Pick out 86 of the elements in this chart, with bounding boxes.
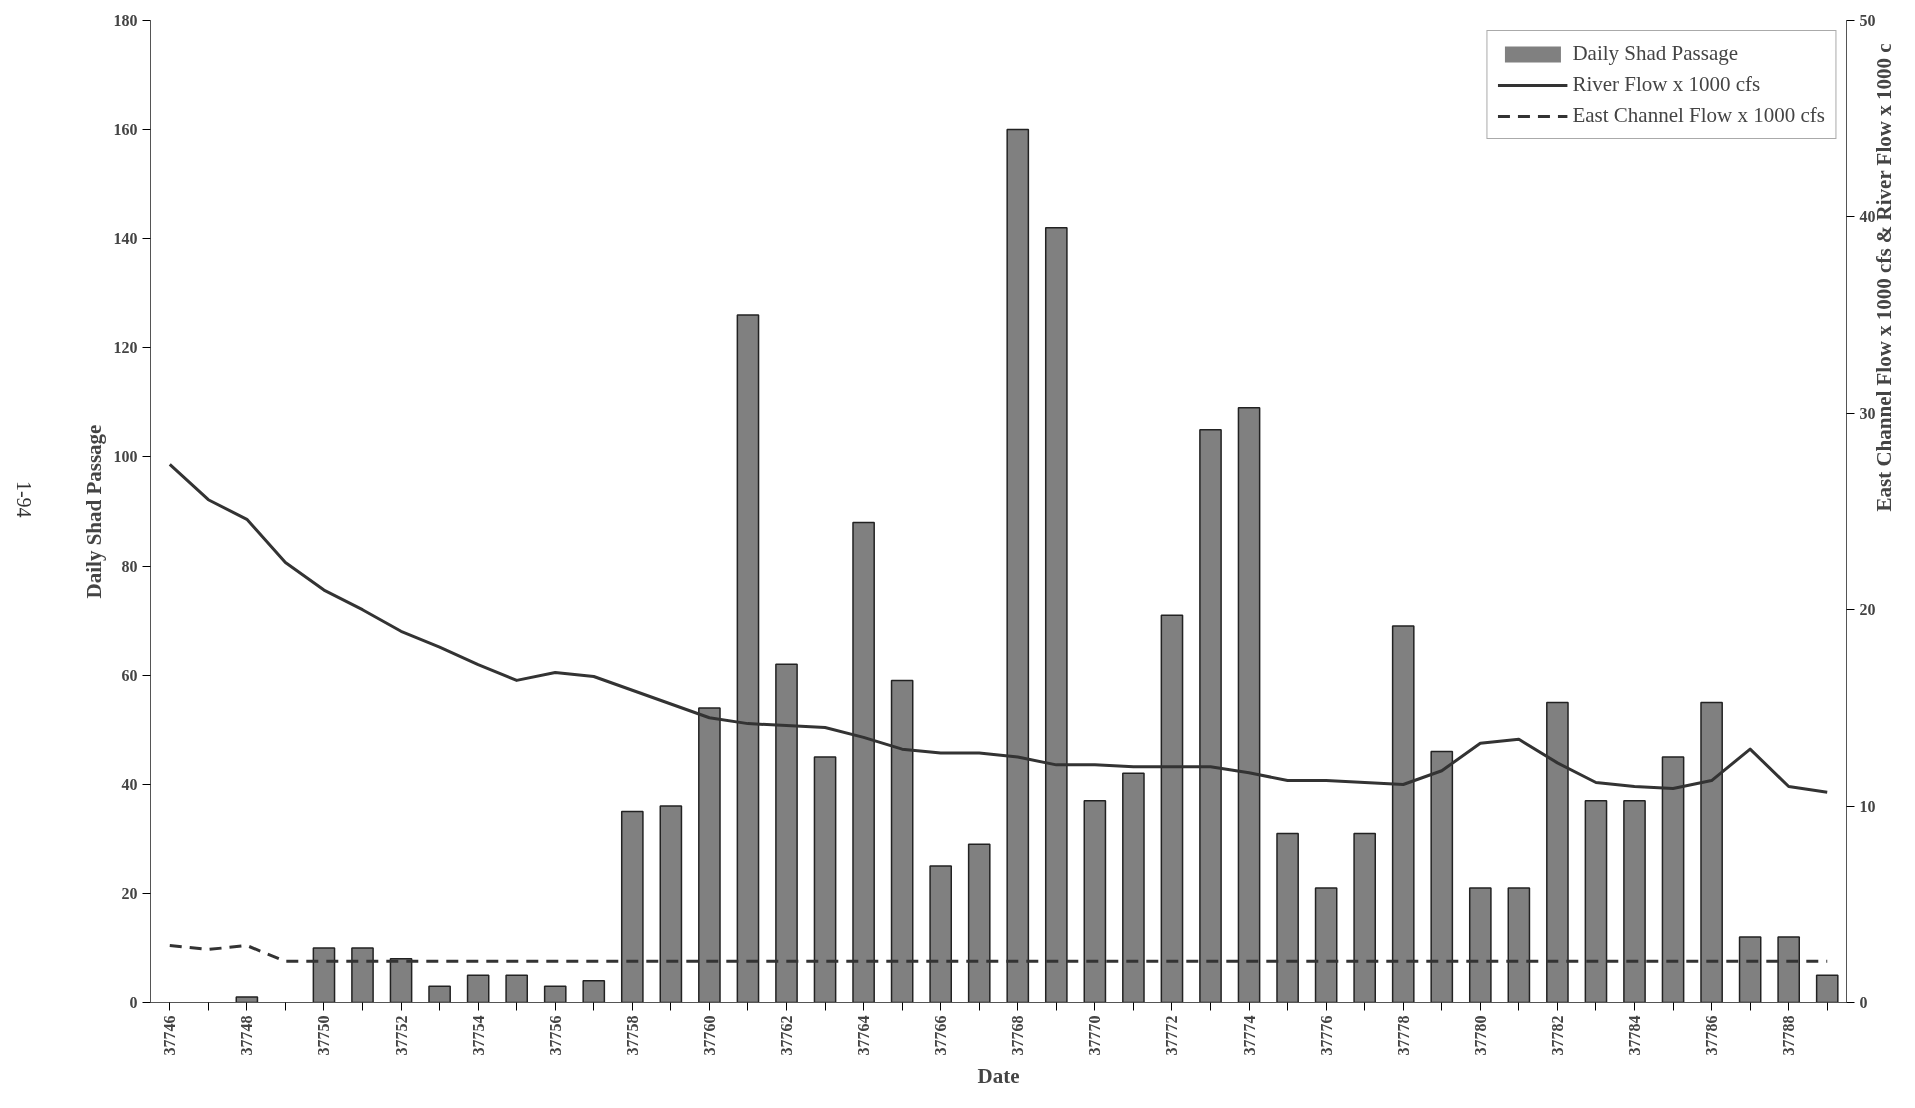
- bar: [1083, 799, 1107, 1003]
- bar: [736, 314, 760, 1003]
- y2-tick-label: 50: [1859, 12, 1876, 29]
- y-tick-label: 160: [113, 121, 138, 139]
- x-tick-label: 37770: [1086, 1015, 1104, 1056]
- bar: [1507, 887, 1531, 1003]
- bar: [1391, 625, 1415, 1003]
- bar: [852, 521, 875, 1003]
- bar: [1353, 832, 1377, 1003]
- legend-label: East Channel Flow x 1000 cfs: [1572, 103, 1825, 128]
- y2-tick-label: 20: [1859, 601, 1876, 619]
- legend-label: Daily Shad Passage: [1572, 41, 1739, 66]
- y-tick-label: 100: [113, 448, 138, 466]
- bar: [351, 947, 374, 1003]
- bar: [466, 974, 490, 1003]
- bar: [1546, 701, 1569, 1003]
- bar: [1199, 428, 1222, 1003]
- x-tick-label: 37756: [546, 1015, 564, 1056]
- bar: [582, 979, 606, 1003]
- y2-tick-label: 40: [1859, 208, 1876, 226]
- bar: [1815, 974, 1839, 1003]
- bar: [1661, 756, 1685, 1003]
- x-tick-label: 37750: [315, 1015, 333, 1056]
- bar: [1276, 832, 1299, 1003]
- x-tick-label: 37748: [238, 1015, 256, 1056]
- bar: [813, 756, 837, 1003]
- x-tick-label: 37776: [1317, 1015, 1335, 1056]
- x-tick-label: 37764: [855, 1015, 873, 1056]
- y2-tick-label: 10: [1859, 797, 1876, 815]
- bar: [505, 974, 529, 1003]
- x-tick-label: 37782: [1548, 1015, 1566, 1056]
- y-axis-title: Daily Shad Passage: [81, 424, 106, 599]
- x-axis-title: Date: [977, 1063, 1020, 1088]
- bar: [1623, 799, 1646, 1003]
- y-tick-label: 180: [113, 12, 138, 29]
- x-tick-label: 37778: [1394, 1015, 1412, 1056]
- x-tick-label: 37754: [469, 1015, 487, 1056]
- bar: [1237, 407, 1261, 1003]
- bar: [1314, 887, 1338, 1003]
- y-tick-label: 40: [121, 775, 138, 793]
- x-tick-label: 37752: [392, 1015, 410, 1056]
- legend-label: River Flow x 1000 cfs: [1572, 72, 1761, 97]
- bar: [235, 996, 259, 1003]
- bar: [312, 947, 336, 1003]
- line-series: [168, 462, 1829, 794]
- y-tick-label: 140: [113, 230, 138, 248]
- y-tick-label: 20: [121, 884, 138, 902]
- x-tick-label: 37768: [1009, 1015, 1027, 1056]
- bar: [967, 843, 991, 1003]
- bar: [890, 679, 914, 1003]
- bar: [428, 985, 451, 1003]
- text: 1-94: [11, 480, 36, 518]
- bar: [775, 663, 798, 1003]
- bar: [1738, 936, 1762, 1003]
- bar: [543, 985, 567, 1003]
- x-tick-label: 37786: [1703, 1015, 1721, 1056]
- bar: [1584, 799, 1608, 1003]
- bar: [389, 958, 413, 1003]
- y2-tick-label: 30: [1859, 404, 1876, 422]
- bar: [620, 810, 644, 1003]
- bar: [1044, 227, 1068, 1003]
- x-tick-label: 37772: [1163, 1015, 1181, 1056]
- bar: [1160, 614, 1184, 1003]
- y-tick-label: 0: [129, 994, 138, 1011]
- x-tick-label: 37788: [1780, 1015, 1798, 1056]
- x-tick-label: 37784: [1626, 1015, 1643, 1056]
- bar: [1006, 128, 1030, 1003]
- bar: [1122, 772, 1145, 1003]
- bar: [698, 707, 721, 1003]
- x-tick-label: 37760: [700, 1015, 718, 1056]
- y-tick-label: 80: [121, 557, 138, 575]
- bar: [659, 805, 683, 1003]
- x-tick-label: 37746: [161, 1015, 179, 1056]
- bar: [1777, 936, 1801, 1003]
- x-tick-label: 37758: [623, 1015, 641, 1056]
- bar: [1430, 750, 1454, 1003]
- x-tick-label: 37780: [1471, 1015, 1489, 1056]
- x-tick-label: 37762: [778, 1015, 795, 1056]
- x-tick-label: 37774: [1240, 1015, 1258, 1056]
- bar: [1700, 701, 1723, 1003]
- y-tick-label: 120: [113, 339, 138, 357]
- bar: [1468, 887, 1492, 1003]
- bar: [929, 865, 953, 1003]
- y-tick-label: 60: [121, 666, 138, 684]
- y2-tick-label: 0: [1859, 994, 1868, 1011]
- x-tick-label: 37766: [932, 1015, 950, 1056]
